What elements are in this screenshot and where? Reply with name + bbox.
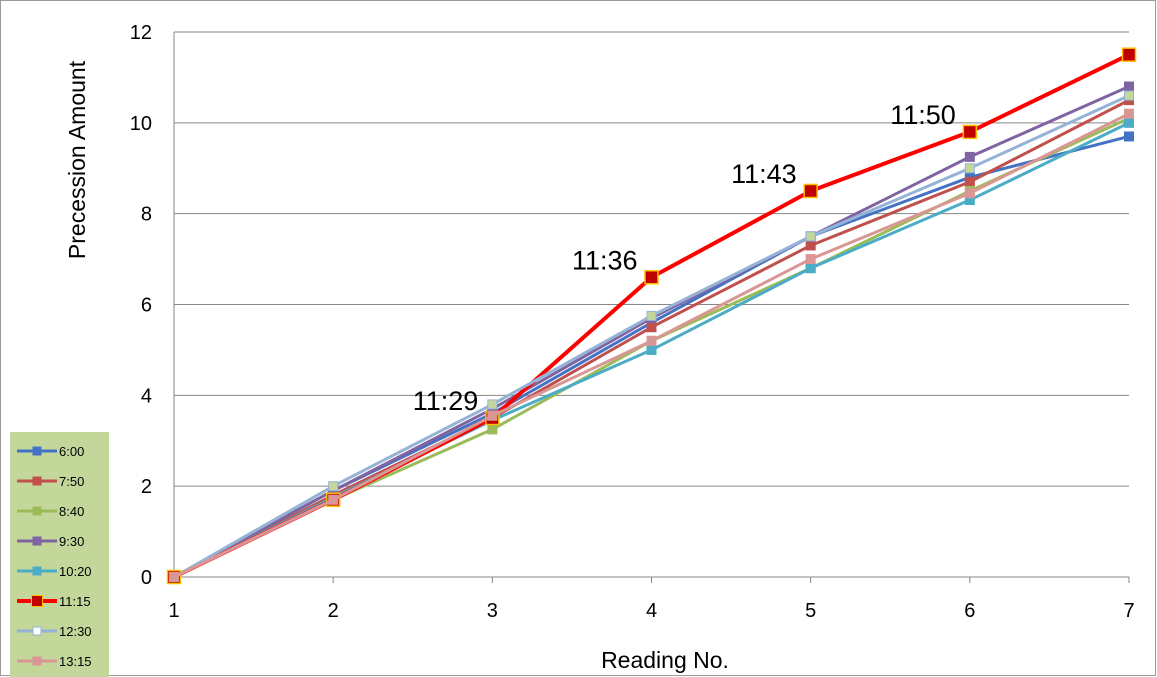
y-tick-label: 2 [141,476,152,498]
annotation-label: 11:36 [572,245,638,275]
legend-swatch-marker [32,536,42,546]
data-point [169,572,179,582]
legend-swatch-marker [31,595,43,607]
y-tick-label: 8 [141,204,152,226]
data-point [805,254,816,265]
data-point [487,399,498,410]
x-tick-label: 6 [964,600,975,622]
series-line-6-00 [173,135,1130,579]
legend-label: 10:20 [59,564,92,579]
data-point [964,176,975,187]
legend-swatch-marker [32,566,42,576]
legend-label: 11:15 [59,594,91,609]
data-point [805,263,816,274]
data-point [1121,47,1137,62]
x-tick-label: 3 [487,600,498,622]
data-point [962,124,978,140]
data-point [1124,90,1134,101]
x-tick-label: 2 [328,600,339,622]
legend-box [10,432,109,677]
data-point [1124,81,1134,92]
y-tick-label: 0 [141,567,152,589]
data-point [1124,108,1134,119]
x-tick-label: 5 [805,600,816,622]
data-point [1124,131,1134,142]
data-point [646,344,657,355]
data-point [646,310,657,321]
data-point [328,481,339,492]
y-tick-label: 12 [130,22,152,44]
data-point [646,322,657,333]
legend-label: 7:50 [59,474,84,489]
legend-label: 8:40 [59,504,84,519]
legend-swatch-marker [32,476,42,486]
annotation-label: 11:50 [890,100,956,130]
legend-label: 13:15 [59,654,92,669]
data-point [803,183,818,199]
legend-swatch-marker [32,506,42,516]
data-point [487,410,498,421]
x-axis-title: Reading No. [601,647,729,673]
legend-label: 6:00 [59,444,84,459]
data-point [964,151,975,162]
data-point [964,163,975,174]
y-axis-title: Precession Amount [64,60,90,259]
data-point [964,188,975,199]
y-tick-label: 6 [141,295,152,317]
x-tick-label: 4 [646,600,657,622]
data-point [328,494,339,505]
legend-swatch-marker [32,446,42,456]
data-point [1124,117,1134,128]
annotation-label: 11:29 [413,386,479,416]
legend-swatch-marker [32,656,42,666]
data-point [805,240,816,251]
legend-label: 9:30 [59,534,84,549]
annotation-label: 11:43 [731,159,797,189]
data-point [644,270,659,285]
legend-swatch-marker [32,626,42,636]
data-point [487,424,498,435]
data-point [646,335,657,346]
x-tick-label: 1 [168,600,179,622]
y-tick-label: 10 [130,113,152,135]
y-tick-label: 4 [141,385,152,407]
data-point [805,231,816,242]
legend-label: 12:30 [59,624,92,639]
x-tick-label: 7 [1123,600,1134,622]
